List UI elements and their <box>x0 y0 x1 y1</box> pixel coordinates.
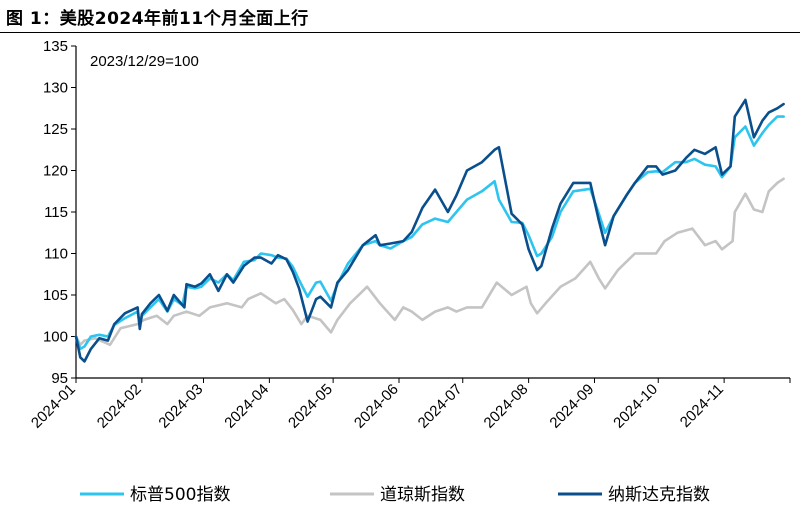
y-tick-label: 110 <box>44 246 68 263</box>
x-tick-label: 2024-08 <box>480 381 531 432</box>
y-tick-label: 135 <box>43 38 68 55</box>
x-tick-label: 2024-02 <box>94 381 145 432</box>
x-tick-label: 2024-01 <box>28 381 79 432</box>
title-divider <box>0 32 800 33</box>
series-line-2 <box>74 98 785 363</box>
series-layer <box>74 98 785 363</box>
x-tick-label: 2024-04 <box>221 381 272 432</box>
base-annotation: 2023/12/29=100 <box>90 53 199 70</box>
x-tick-label: 2024-05 <box>285 381 336 432</box>
x-tick-label: 2024-11 <box>677 381 727 431</box>
legend: 标普500指数 道琼斯指数 纳斯达克指数 <box>80 485 710 505</box>
x-tick-label: 2024-03 <box>155 381 206 432</box>
y-tick-label: 125 <box>43 121 68 138</box>
x-tick-label: 2024-10 <box>610 381 661 432</box>
series-line-1 <box>74 177 785 347</box>
chart-title: 图 1：美股2024年前11个月全面上行 <box>6 9 309 29</box>
y-tick-label: 115 <box>44 204 68 221</box>
x-tick-label: 2024-07 <box>415 381 466 432</box>
y-tick-label: 100 <box>43 329 68 346</box>
x-tick-label: 2024-09 <box>546 381 597 432</box>
legend-label-1: 道琼斯指数 <box>380 485 465 505</box>
legend-label-0: 标普500指数 <box>130 485 230 505</box>
y-tick-label: 95 <box>51 370 68 387</box>
y-tick-label: 120 <box>43 163 68 180</box>
x-tick-label: 2024-06 <box>351 381 402 432</box>
legend-label-2: 纳斯达克指数 <box>608 485 710 505</box>
y-tick-label: 130 <box>43 80 68 97</box>
y-tick-label: 105 <box>43 287 68 304</box>
